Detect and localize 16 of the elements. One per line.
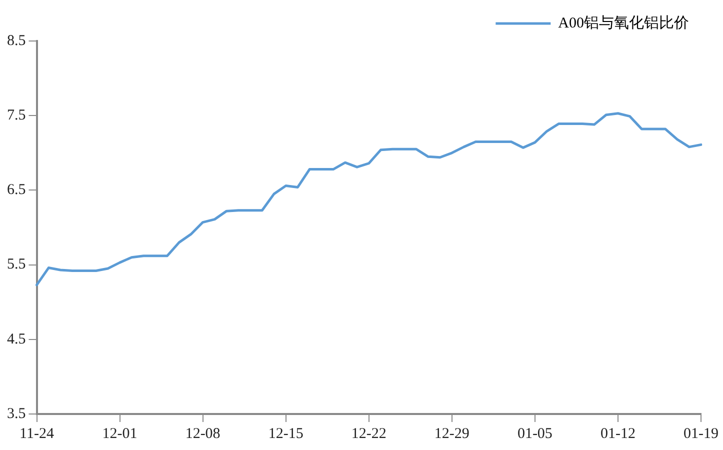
y-tick-label: 4.5 bbox=[7, 331, 26, 348]
x-tick-label: 12-22 bbox=[351, 426, 386, 442]
x-tick-label: 12-01 bbox=[102, 426, 138, 442]
x-tick-label: 11-24 bbox=[20, 426, 54, 442]
x-tick-label: 12-15 bbox=[268, 426, 304, 442]
x-tick-label: 01-05 bbox=[517, 426, 552, 442]
legend-label: A00铝与氧化铝比价 bbox=[558, 14, 690, 32]
x-tick-label: 12-08 bbox=[185, 426, 220, 442]
x-tick-label: 01-12 bbox=[600, 426, 636, 442]
y-tick-label: 5.5 bbox=[7, 256, 26, 273]
y-tick-label: 7.5 bbox=[7, 108, 26, 124]
y-tick-label: 3.5 bbox=[7, 406, 26, 422]
x-tick-label: 12-29 bbox=[434, 426, 470, 442]
y-tick-label: 8.5 bbox=[7, 32, 26, 49]
x-tick-label: 01-19 bbox=[684, 426, 718, 442]
y-tick-label: 6.5 bbox=[7, 182, 26, 198]
